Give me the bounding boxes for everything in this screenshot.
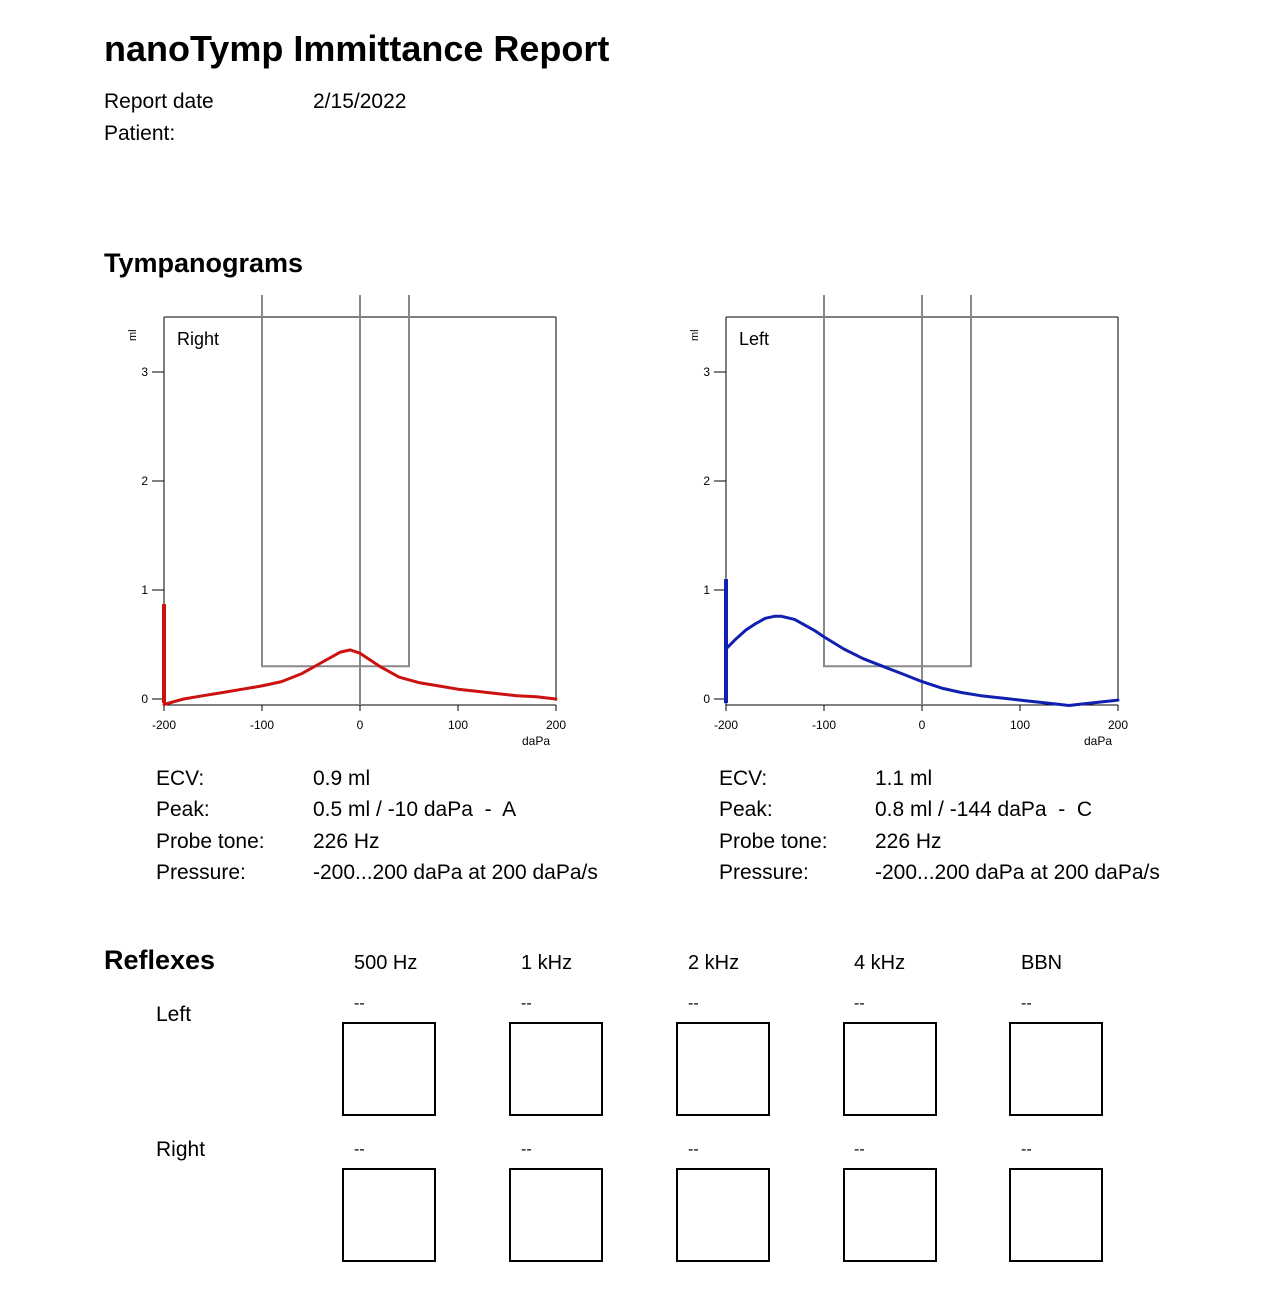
tymp-left-curve [724,614,1120,707]
reflexes-heading: Reflexes [104,945,216,975]
reflex-right-2khz-box [676,1168,770,1262]
reflex-right-bbn-box [1009,1168,1103,1262]
reflex-col-500hz: 500 Hz [354,952,418,974]
report-title: nanoTymp Immittance Report [104,28,610,69]
tympanogram-left-chart: 0 1 2 3 ml -200 -100 0 100 200 daPa Left [689,295,1128,748]
left-probe-value: 226 Hz [875,830,942,853]
reflex-left-bbn-box [1009,1022,1103,1116]
reflex-col-4khz: 4 kHz [854,952,906,974]
tymp-left-xtick-label: -100 [812,718,836,732]
right-ecv-value: 0.9 ml [313,767,371,790]
reflex-left-1khz-value: -- [521,995,532,1012]
reflex-row-left-label: Left [156,1003,192,1026]
reflex-col-bbn: BBN [1021,952,1063,974]
tymp-left-x-unit: daPa [1084,734,1112,748]
report-date-label: Report date [104,90,214,113]
tymp-right-ytick-label: 3 [141,365,148,379]
tymp-right-xtick-label: -100 [250,718,274,732]
tymp-right-curve [162,648,558,706]
reflex-right-4khz-box [843,1168,937,1262]
reflex-left-bbn-value: -- [1021,995,1032,1012]
tymp-left-ytick-label: 1 [703,583,710,597]
left-ecv-label: ECV: [719,767,768,790]
tymp-right-ytick-label: 0 [141,692,148,706]
right-pressure-label: Pressure: [156,861,246,884]
tympanogram-right-chart: 0 1 2 3 ml -200 -100 0 100 200 daPa Right [127,295,566,748]
reflex-col-2khz: 2 kHz [688,952,740,974]
tympanogram-left-plot: 0 1 2 3 ml -200 -100 0 100 200 daPa Left [689,295,1128,748]
reflex-row-right-label: Right [156,1138,206,1161]
reflex-right-500hz-box [342,1168,436,1262]
tymp-right-ytick-label: 1 [141,583,148,597]
right-peak-value: 0.5 ml / -10 daPa - A [313,798,517,821]
right-ecv-label: ECV: [156,767,205,790]
reflex-left-2khz-value: -- [688,995,699,1012]
reflex-right-4khz-value: -- [854,1141,865,1158]
tymp-left-xtick-label: 0 [919,718,926,732]
reflex-left-4khz-value: -- [854,995,865,1012]
tymp-left-xtick-label: 100 [1010,718,1030,732]
reflex-left-500hz-value: -- [354,995,365,1012]
tymp-right-ytick-label: 2 [141,474,148,488]
reflex-left-1khz-box [509,1022,603,1116]
left-ecv-value: 1.1 ml [875,767,933,790]
patient-label: Patient: [104,122,176,145]
reflex-right-500hz-value: -- [354,1141,365,1158]
left-pressure-value: -200...200 daPa at 200 daPa/s [875,861,1160,884]
tymp-right-xtick-label: 100 [448,718,468,732]
reflex-right-2khz-value: -- [688,1141,699,1158]
right-probe-label: Probe tone: [156,830,265,853]
reflex-left-2khz-box [676,1022,770,1116]
tymp-left-ytick-label: 3 [703,365,710,379]
report-date-value: 2/15/2022 [313,90,407,113]
tymp-left-ytick-label: 0 [703,692,710,706]
tymp-right-xtick-label: 200 [546,718,566,732]
reflex-right-bbn-value: -- [1021,1141,1032,1158]
reflex-col-1khz: 1 kHz [521,952,573,974]
right-peak-label: Peak: [156,798,210,821]
left-peak-value: 0.8 ml / -144 daPa - C [875,798,1093,821]
tymp-left-normal-region [823,295,972,668]
tymp-right-y-unit: ml [127,329,139,341]
tymp-left-ear-label: Left [739,329,769,349]
left-peak-label: Peak: [719,798,773,821]
tymp-left-ytick-label: 2 [703,474,710,488]
tymp-right-x-unit: daPa [522,734,550,748]
reflex-left-4khz-box [843,1022,937,1116]
tymp-right-xtick-label: -200 [152,718,176,732]
tymp-right-ear-label: Right [177,329,219,349]
left-pressure-label: Pressure: [719,861,809,884]
tymp-left-y-unit: ml [689,329,701,341]
reflex-left-500hz-box [342,1022,436,1116]
tympanograms-heading: Tympanograms [104,248,304,278]
right-pressure-value: -200...200 daPa at 200 daPa/s [313,861,598,884]
tymp-right-xtick-label: 0 [357,718,364,732]
left-probe-label: Probe tone: [719,830,828,853]
reflex-right-1khz-value: -- [521,1141,532,1158]
tymp-right-normal-region [261,295,410,668]
right-probe-value: 226 Hz [313,830,380,853]
reflex-right-1khz-box [509,1168,603,1262]
tymp-left-xtick-label: -200 [714,718,738,732]
tympanogram-right-plot: 0 1 2 3 ml -200 -100 0 100 200 daPa Right [127,295,566,748]
tymp-left-xtick-label: 200 [1108,718,1128,732]
